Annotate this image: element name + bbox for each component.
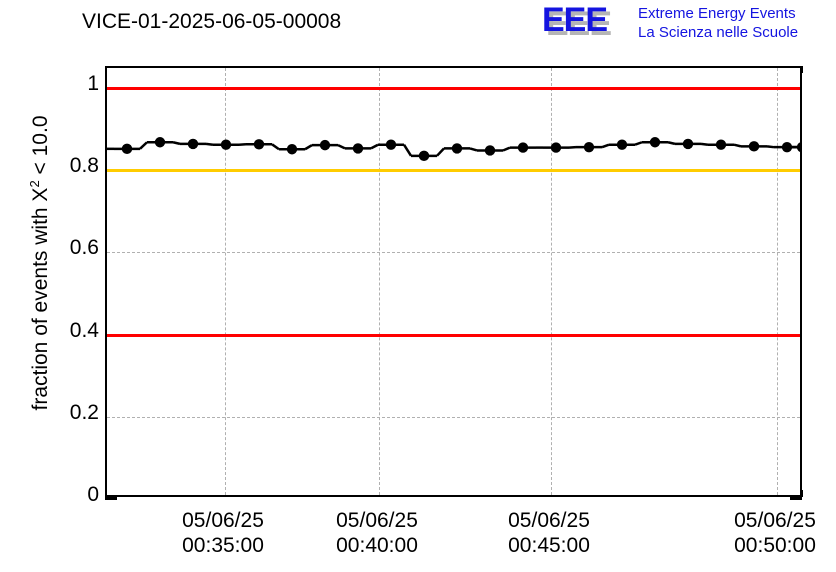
data-connector xyxy=(205,142,214,146)
data-point-marker[interactable] xyxy=(319,139,331,151)
threshold-line-lower-limit xyxy=(107,333,800,337)
y-axis-tick-label: 0.6 xyxy=(69,236,99,260)
x-axis-tick-time: 00:45:00 xyxy=(508,534,590,557)
data-connector xyxy=(436,147,445,157)
eee-logo-text: Extreme Energy Events La Scienza nelle S… xyxy=(638,4,798,42)
data-connector xyxy=(370,143,379,150)
data-point-marker[interactable] xyxy=(517,142,529,153)
data-connector xyxy=(733,143,742,148)
y-axis-major-tick xyxy=(105,497,117,500)
x-axis-tick-date: 05/06/25 xyxy=(336,509,418,532)
data-connector xyxy=(700,142,709,146)
data-point-marker[interactable] xyxy=(583,141,595,153)
data-point-marker[interactable] xyxy=(781,141,793,153)
x-axis-tick-time: 00:50:00 xyxy=(734,534,816,557)
data-point-marker[interactable] xyxy=(715,139,727,150)
eee-logo-mark: EEE EEE xyxy=(542,2,634,42)
y-axis-tick-label: 0.8 xyxy=(69,154,99,178)
horizontal-gridline xyxy=(107,416,800,418)
data-point-marker[interactable] xyxy=(616,139,628,150)
plot-inner xyxy=(107,68,800,495)
data-point-marker[interactable] xyxy=(352,143,364,154)
plot-area xyxy=(105,66,802,497)
data-point-marker[interactable] xyxy=(286,144,298,155)
eee-logo-line1: Extreme Energy Events xyxy=(638,5,796,22)
data-series-plot xyxy=(107,137,800,162)
x-axis-tick-time: 00:40:00 xyxy=(336,534,418,557)
x-axis-tick-label: 05/06/25 00:35:00 xyxy=(143,508,303,558)
eee-logo: EEE EEE Extreme Energy Events La Scienza… xyxy=(534,2,834,46)
x-axis-tick-date: 05/06/25 xyxy=(182,509,264,532)
vertical-gridline xyxy=(551,68,552,495)
vertical-gridline xyxy=(225,68,226,495)
data-point-marker[interactable] xyxy=(253,139,265,150)
data-point-marker[interactable] xyxy=(220,139,232,150)
page-title: VICE-01-2025-06-05-00008 xyxy=(82,10,342,33)
x-axis-tick-time: 00:35:00 xyxy=(182,534,264,557)
data-point-marker[interactable] xyxy=(649,137,661,148)
y-axis-tick-labels: 0 0.2 0.4 0.6 0.8 1 xyxy=(0,0,99,572)
x-axis-tick-date: 05/06/25 xyxy=(734,509,816,532)
data-point-marker[interactable] xyxy=(550,142,562,153)
data-connector xyxy=(337,143,346,150)
data-connector xyxy=(271,143,280,151)
eee-logo-letters: EEE xyxy=(542,1,608,39)
data-connector xyxy=(172,141,181,146)
data-connector xyxy=(667,141,676,146)
threshold-line-warning-limit xyxy=(107,169,800,173)
data-connector xyxy=(304,144,313,151)
data-point-marker[interactable] xyxy=(796,142,800,152)
data-point-marker[interactable] xyxy=(154,137,166,148)
data-point-marker[interactable] xyxy=(484,145,496,156)
y-axis-tick-label: 1 xyxy=(87,72,99,95)
data-point-marker[interactable] xyxy=(748,141,760,152)
data-point-marker[interactable] xyxy=(682,138,694,150)
x-axis-tick-label: 05/06/25 00:50:00 xyxy=(695,508,836,558)
data-connector xyxy=(139,141,148,150)
data-connector xyxy=(402,144,413,157)
data-connector xyxy=(601,143,610,149)
data-point-marker[interactable] xyxy=(187,138,199,150)
y-axis-tick-label: 0 xyxy=(87,483,99,506)
data-connector xyxy=(502,146,511,152)
data-connector xyxy=(634,141,643,146)
x-axis-tick-label: 05/06/25 00:45:00 xyxy=(469,508,629,558)
x-axis-minor-tick xyxy=(801,490,803,497)
y-axis-tick-label: 0.4 xyxy=(69,318,99,342)
horizontal-gridline xyxy=(107,252,800,254)
data-point-marker[interactable] xyxy=(451,143,463,154)
eee-logo-line2: La Scienza nelle Scuole xyxy=(638,24,799,41)
data-connector xyxy=(469,147,478,152)
vertical-gridline xyxy=(379,68,380,495)
y-axis-major-tick-right xyxy=(790,497,802,500)
vertical-gridline xyxy=(777,68,778,495)
x-axis-tick-label: 05/06/25 00:40:00 xyxy=(297,508,457,558)
data-point-marker[interactable] xyxy=(121,143,133,155)
data-point-marker[interactable] xyxy=(385,139,397,150)
x-axis-minor-tick-top xyxy=(801,66,803,73)
threshold-line-upper-limit xyxy=(107,87,800,90)
y-axis-tick-label: 0.2 xyxy=(69,400,99,424)
eee-logo-shadow: EEE xyxy=(546,5,612,43)
data-point-marker[interactable] xyxy=(418,150,430,162)
x-axis-tick-date: 05/06/25 xyxy=(508,509,590,532)
data-connector xyxy=(766,145,775,149)
